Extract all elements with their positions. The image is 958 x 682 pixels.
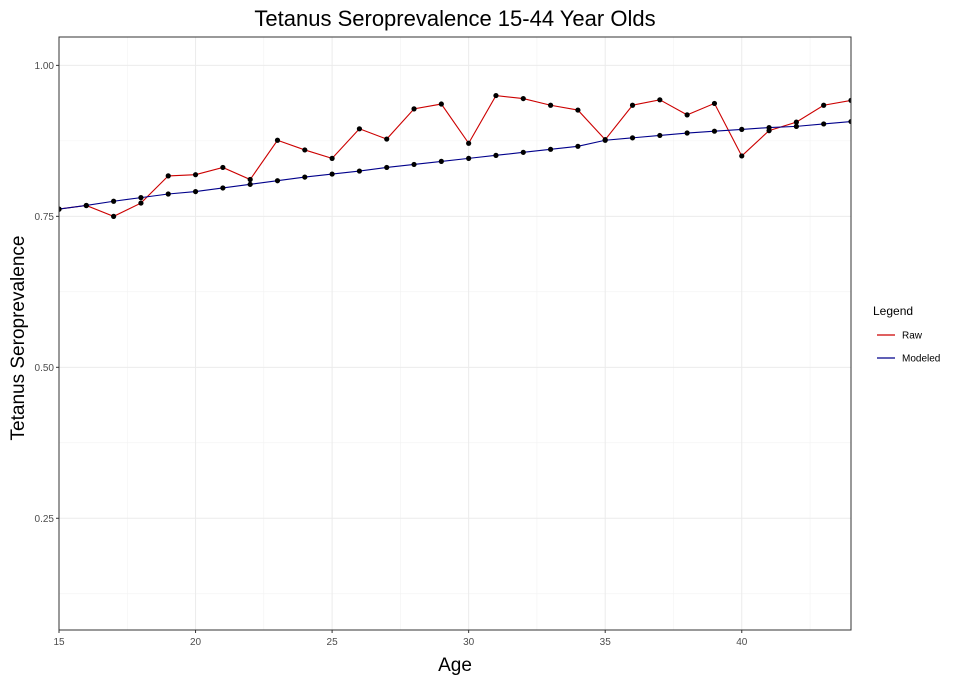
data-point-raw — [220, 164, 226, 171]
plot-area — [58, 36, 852, 631]
legend-label-raw: Raw — [902, 331, 923, 342]
x-tick-label: 35 — [600, 637, 612, 648]
y-tick-label: 0.25 — [35, 514, 55, 525]
data-point-raw — [111, 213, 117, 219]
x-tick-label: 40 — [736, 637, 748, 648]
data-point-raw — [821, 102, 827, 108]
legend-label-modeled: Modeled — [902, 354, 940, 365]
data-point-modeled — [411, 161, 417, 168]
data-point-modeled — [821, 121, 827, 127]
x-tick-label: 15 — [53, 637, 65, 648]
data-point-raw — [629, 102, 636, 108]
data-point-modeled — [466, 155, 472, 161]
chart-title: Tetanus Seroprevalence 15-44 Year Olds — [254, 6, 655, 31]
data-point-raw — [575, 107, 581, 113]
data-point-modeled — [739, 126, 745, 132]
data-point-modeled — [629, 135, 636, 141]
x-tick-label: 25 — [327, 637, 339, 648]
data-point-modeled — [329, 171, 335, 177]
data-point-raw — [274, 137, 281, 143]
data-point-raw — [247, 176, 253, 183]
data-point-raw — [684, 112, 690, 118]
data-point-raw — [438, 101, 444, 107]
data-point-raw — [739, 153, 745, 159]
data-point-modeled — [302, 174, 308, 180]
data-point-modeled — [59, 206, 62, 212]
data-point-raw — [520, 95, 526, 102]
x-tick-label: 30 — [463, 637, 475, 648]
y-axis-title: Tetanus Seroprevalence — [8, 236, 29, 441]
legend-title: Legend — [873, 304, 913, 318]
data-point-raw — [192, 172, 199, 178]
data-point-raw — [711, 100, 718, 107]
data-point-modeled — [438, 158, 444, 164]
y-tick-label: 0.50 — [35, 363, 55, 374]
panel-border — [58, 36, 852, 631]
data-point-raw — [848, 97, 851, 104]
x-tick-label: 20 — [190, 637, 202, 648]
legend: Legend Raw Modeled — [873, 304, 940, 365]
x-axis-title: Age — [438, 655, 472, 676]
data-point-raw — [411, 106, 417, 112]
data-point-modeled — [165, 191, 171, 197]
data-point-raw — [138, 200, 144, 206]
data-point-modeled — [111, 198, 117, 204]
data-point-modeled — [547, 146, 554, 152]
series-layer — [59, 92, 851, 219]
y-tick-label: 0.75 — [35, 212, 55, 223]
data-point-modeled — [192, 188, 199, 195]
data-point-raw — [493, 92, 499, 99]
data-point-modeled — [657, 132, 663, 139]
data-point-raw — [356, 126, 363, 132]
data-point-raw — [547, 102, 554, 108]
y-tick-label: 1.00 — [35, 61, 55, 72]
data-point-modeled — [356, 168, 363, 174]
data-point-raw — [165, 173, 171, 179]
data-point-modeled — [274, 178, 281, 184]
data-point-modeled — [138, 195, 144, 201]
data-point-modeled — [384, 164, 390, 171]
data-point-modeled — [766, 124, 772, 131]
data-point-modeled — [520, 149, 526, 155]
data-point-raw — [384, 136, 390, 142]
series-line-modeled — [59, 120, 851, 210]
data-point-modeled — [83, 202, 89, 209]
data-point-modeled — [602, 137, 608, 143]
data-point-modeled — [848, 118, 851, 125]
data-point-raw — [329, 155, 335, 161]
data-point-modeled — [684, 130, 690, 136]
data-point-modeled — [711, 128, 718, 134]
data-point-modeled — [493, 152, 499, 158]
series-line-raw — [59, 94, 851, 217]
data-point-raw — [657, 97, 663, 103]
data-point-raw — [302, 147, 308, 153]
data-point-modeled — [575, 143, 581, 149]
y-axis: 0.25 0.50 0.75 1.00 — [35, 61, 59, 525]
data-point-modeled — [247, 181, 253, 187]
data-point-raw — [793, 119, 799, 125]
x-axis: 15 20 25 30 35 40 — [53, 630, 748, 648]
data-point-modeled — [220, 185, 226, 191]
data-point-raw — [466, 140, 472, 146]
data-point-modeled — [793, 123, 799, 129]
